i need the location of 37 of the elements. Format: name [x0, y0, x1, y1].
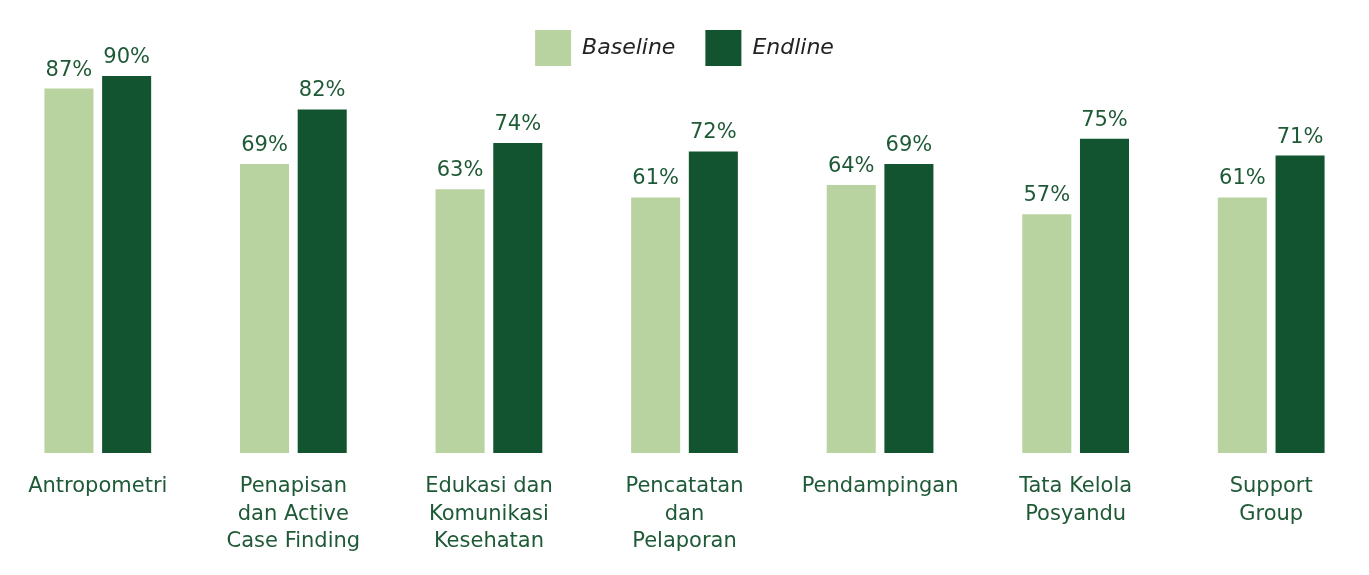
bar	[102, 76, 152, 454]
bar	[688, 151, 738, 454]
legend-label: Baseline	[582, 33, 676, 59]
x-tick-label: Antropometri	[28, 473, 168, 498]
data-label: 71%	[1276, 123, 1324, 148]
bar	[435, 189, 485, 454]
x-tick-label: Tata Kelola Posyandu	[1018, 473, 1133, 525]
bar	[1079, 138, 1130, 454]
data-label: 82%	[298, 77, 346, 102]
bar	[297, 109, 347, 454]
bar	[826, 184, 876, 454]
data-label: 64%	[827, 152, 875, 177]
x-tick-label: Pendampingan	[801, 473, 959, 498]
bar	[1217, 197, 1267, 454]
x-tick-label: Penapisan dan Active Case Finding	[226, 473, 361, 552]
data-label: 69%	[885, 131, 933, 156]
data-label: 63%	[436, 157, 484, 182]
data-label: 87%	[45, 56, 93, 81]
data-label: 69%	[241, 131, 288, 156]
bar	[884, 163, 934, 454]
bar	[1275, 155, 1325, 454]
bar	[631, 197, 681, 454]
x-tick-label: Edukasi dan Komunikasi Kesehatan	[425, 473, 553, 552]
data-label: 61%	[632, 165, 679, 190]
bar	[44, 88, 94, 454]
data-label: 61%	[1219, 165, 1266, 190]
bar	[239, 163, 290, 454]
data-label: 90%	[103, 43, 150, 68]
data-label: 57%	[1023, 182, 1071, 207]
data-label: 74%	[494, 110, 542, 135]
bar	[1022, 214, 1072, 454]
x-tick-label: Support Group	[1229, 473, 1313, 525]
x-tick-label: Pencatatan dan Pelaporan	[625, 473, 744, 552]
bar	[493, 143, 543, 454]
data-label: 72%	[690, 119, 737, 144]
data-label: 75%	[1081, 106, 1128, 131]
legend-label: Endline	[752, 33, 834, 59]
